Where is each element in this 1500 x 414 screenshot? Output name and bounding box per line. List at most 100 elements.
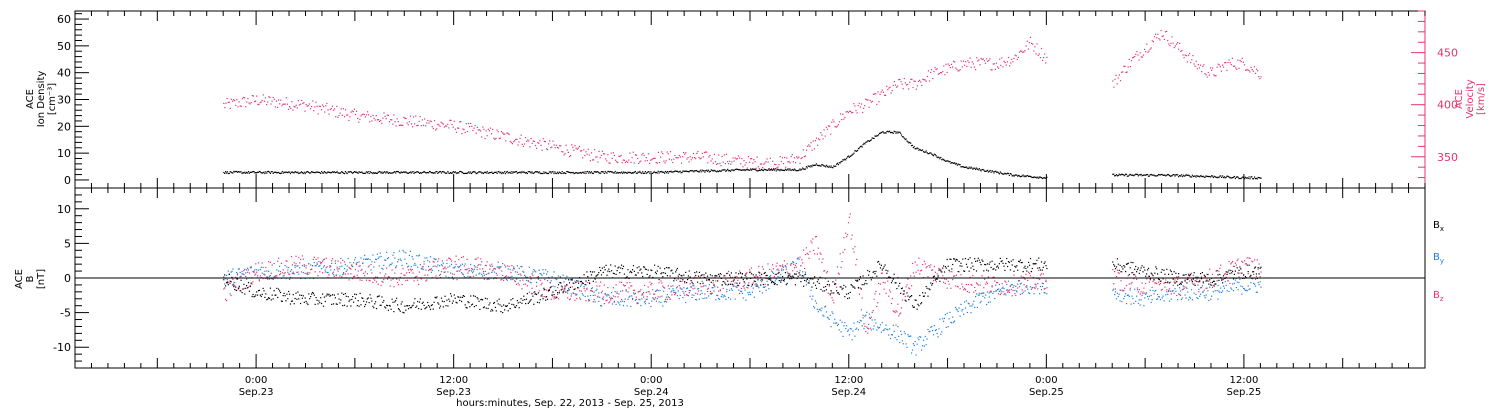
bz-point — [437, 261, 438, 262]
by-point — [1113, 289, 1114, 290]
bx-point — [784, 279, 785, 280]
bz-point — [636, 297, 637, 298]
bz-point — [1260, 271, 1261, 272]
velocity-point — [314, 106, 315, 107]
by-point — [848, 329, 849, 330]
by-point — [896, 339, 897, 340]
density-point — [1249, 176, 1250, 177]
velocity-point — [989, 58, 990, 59]
by-point — [420, 264, 421, 265]
by-point — [699, 299, 700, 300]
bz-point — [499, 267, 500, 268]
by-point — [689, 292, 690, 293]
density-point — [940, 157, 941, 158]
by-point — [773, 273, 774, 274]
velocity-point — [892, 90, 893, 91]
bz-point — [847, 234, 848, 235]
velocity-point — [292, 110, 293, 111]
bz-point — [347, 265, 348, 266]
bz-point — [849, 217, 850, 218]
bx-point — [238, 288, 239, 289]
velocity-point — [795, 162, 796, 163]
velocity-point — [479, 129, 480, 130]
bz-point — [466, 269, 467, 270]
velocity-point — [1033, 50, 1034, 51]
velocity-point — [278, 99, 279, 100]
bx-point — [896, 288, 897, 289]
bz-point — [1046, 287, 1047, 288]
bx-point — [285, 300, 286, 301]
bz-point — [287, 269, 288, 270]
by-point — [245, 276, 246, 277]
bx-point — [370, 294, 371, 295]
bz-point — [339, 275, 340, 276]
density-point — [974, 168, 975, 169]
bz-point — [273, 279, 274, 280]
bx-point — [526, 299, 527, 300]
bx-point — [240, 290, 241, 291]
bz-point — [962, 286, 963, 287]
by-point — [1237, 282, 1238, 283]
velocity-point — [687, 157, 688, 158]
bx-point — [510, 299, 511, 300]
bx-point — [364, 306, 365, 307]
bx-point — [499, 304, 500, 305]
by-point — [386, 252, 387, 253]
bz-point — [383, 279, 384, 280]
bx-point — [644, 267, 645, 268]
velocity-point — [356, 111, 357, 112]
bz-point — [411, 270, 412, 271]
by-point — [239, 268, 240, 269]
bz-point — [878, 283, 879, 284]
by-point — [373, 266, 374, 267]
bx-point — [272, 295, 273, 296]
velocity-point — [783, 163, 784, 164]
density-point — [992, 171, 993, 172]
bx-point — [510, 308, 511, 309]
bz-point — [330, 266, 331, 267]
density-point — [441, 172, 442, 173]
by-point — [874, 319, 875, 320]
bx-point — [692, 283, 693, 284]
bz-point — [704, 294, 705, 295]
density-point — [477, 172, 478, 173]
by-point — [657, 298, 658, 299]
velocity-point — [585, 151, 586, 152]
by-point — [812, 296, 813, 297]
by-point — [885, 325, 886, 326]
velocity-point — [691, 159, 692, 160]
velocity-point — [561, 151, 562, 152]
density-point — [606, 172, 607, 173]
bz-point — [628, 287, 629, 288]
bz-point — [1002, 283, 1003, 284]
bz-point — [672, 285, 673, 286]
density-point — [270, 173, 271, 174]
bx-point — [433, 309, 434, 310]
velocity-point — [739, 158, 740, 159]
velocity-point — [310, 108, 311, 109]
velocity-point — [986, 58, 987, 59]
velocity-point — [1001, 57, 1002, 58]
density-point — [585, 171, 586, 172]
by-point — [586, 289, 587, 290]
by-point — [829, 319, 830, 320]
velocity-point — [730, 164, 731, 165]
bz-point — [671, 294, 672, 295]
velocity-point — [727, 161, 728, 162]
bx-point — [362, 298, 363, 299]
density-point — [751, 170, 752, 171]
by-point — [719, 299, 720, 300]
density-point — [621, 172, 622, 173]
by-point — [404, 259, 405, 260]
bz-point — [338, 261, 339, 262]
bz-point — [784, 260, 785, 261]
by-point — [1234, 283, 1235, 284]
density-point — [323, 173, 324, 174]
bx-point — [589, 283, 590, 284]
density-point — [991, 172, 992, 173]
velocity-point — [354, 109, 355, 110]
velocity-point — [255, 101, 256, 102]
velocity-point — [321, 109, 322, 110]
velocity-point — [964, 65, 965, 66]
bx-point — [734, 279, 735, 280]
